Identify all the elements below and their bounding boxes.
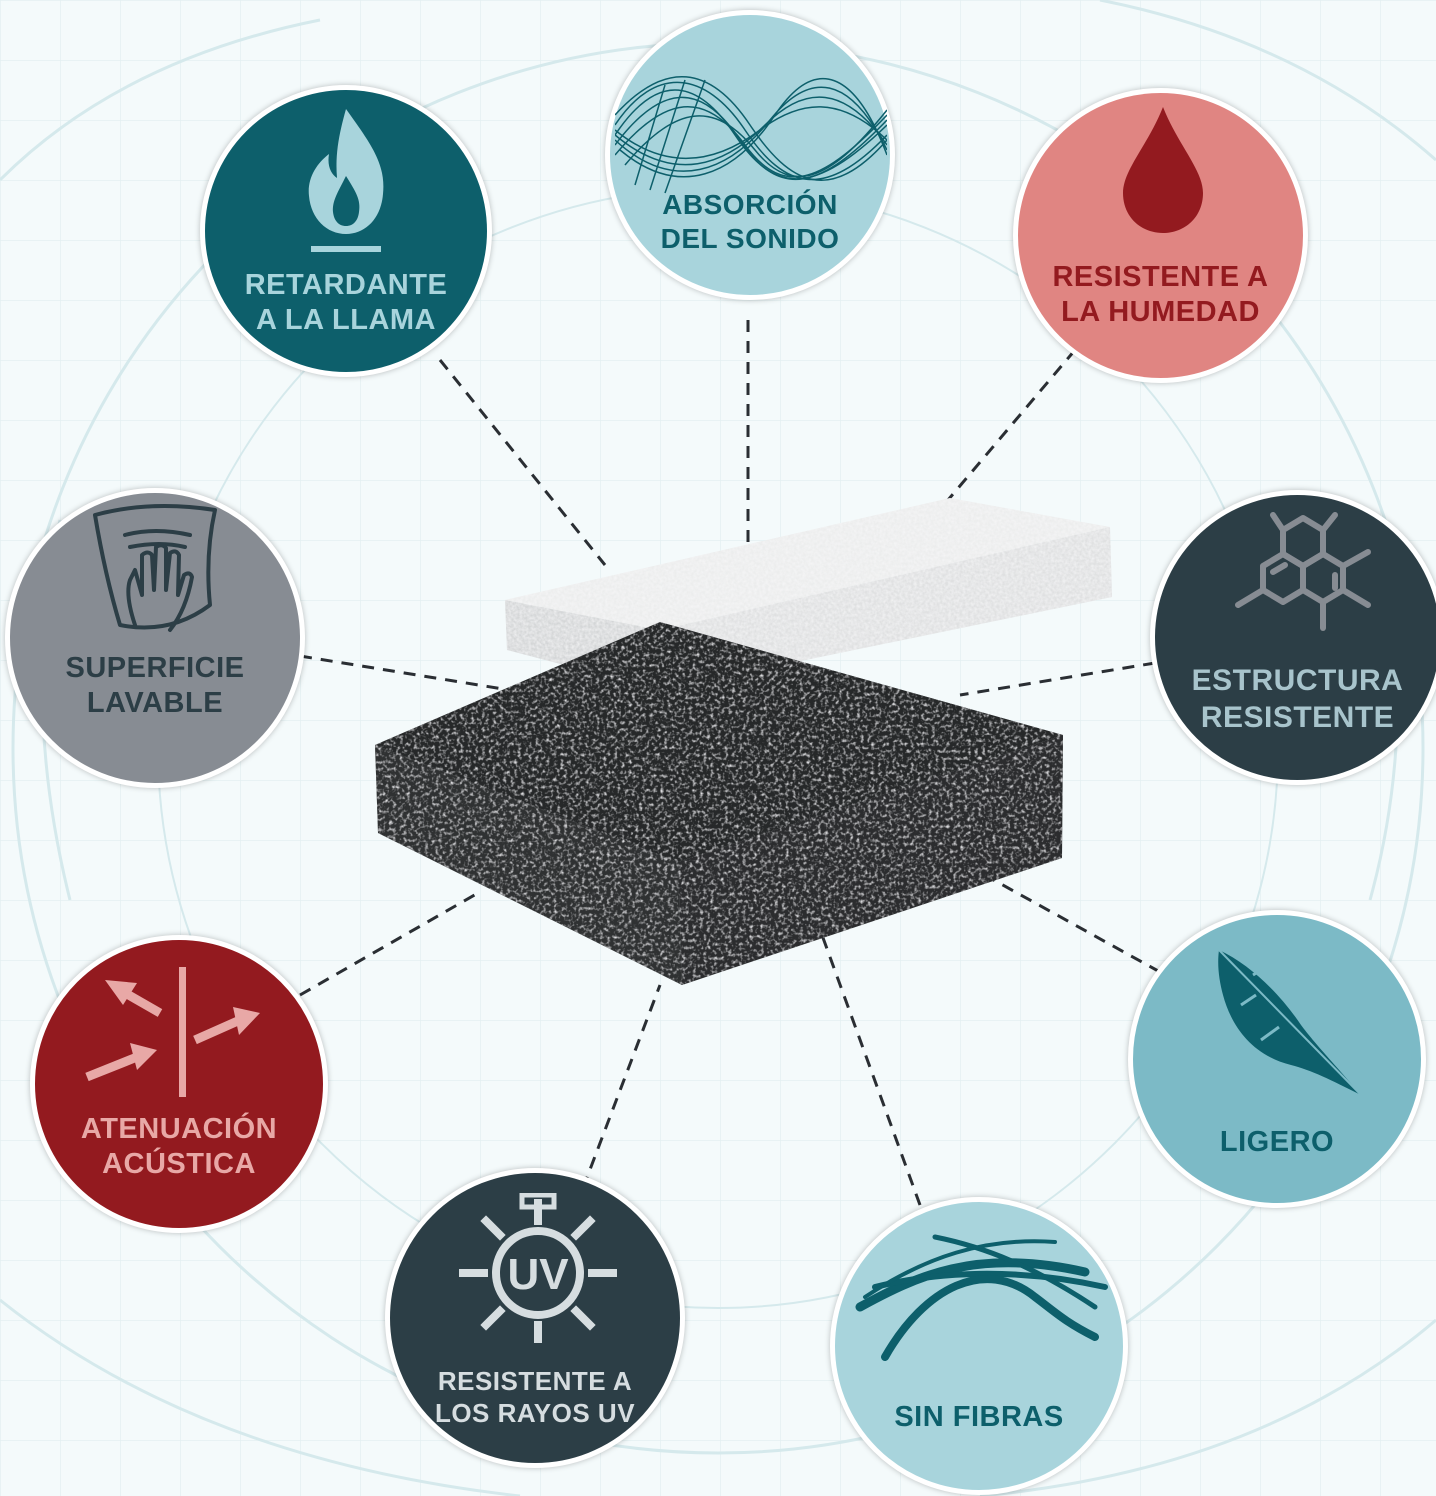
connector-humedad <box>946 349 1077 501</box>
connector-ligero <box>971 866 1161 974</box>
feature-resistente-a-la-humedad: RESISTENTE A LA HUMEDAD <box>1013 88 1308 383</box>
connector-uv <box>581 984 662 1189</box>
feature-label: ESTRUCTURA RESISTENTE <box>1191 664 1404 734</box>
connector-fibras <box>820 934 922 1206</box>
uv-glyph: UV <box>507 1250 569 1299</box>
feature-atenuacion-acustica: ATENUACIÓN ACÚSTICA <box>30 935 328 1233</box>
feature-absorcion-del-sonido: ABSORCIÓN DEL SONIDO <box>605 10 895 300</box>
feature-label: RESISTENTE A LA HUMEDAD <box>1052 261 1269 329</box>
feature-estructura-resistente: ESTRUCTURA RESISTENTE <box>1150 490 1436 785</box>
arrows-wall-icon <box>85 967 260 1097</box>
black-foam-slab <box>375 622 1063 985</box>
water-drop-icon <box>1123 107 1203 233</box>
hand-wipe-icon <box>93 504 217 632</box>
connector-estructura <box>959 661 1156 697</box>
feature-sin-fibras: SIN FIBRAS <box>830 1197 1128 1495</box>
feature-ligero: LIGERO <box>1128 910 1426 1208</box>
molecule-icon <box>1235 512 1371 631</box>
feature-label: LIGERO <box>1219 1126 1335 1158</box>
feature-label: ATENUACIÓN ACÚSTICA <box>80 1113 278 1181</box>
feather-icon <box>1218 949 1362 1096</box>
feature-label: RETARDANTE A LA LLAMA <box>244 269 448 337</box>
feature-retardante-a-la-llama: RETARDANTE A LA LLAMA <box>200 85 492 377</box>
flame-icon <box>308 109 384 252</box>
connector-retardante <box>438 359 607 566</box>
sound-wave-icon <box>615 76 887 194</box>
feature-label: ABSORCIÓN DEL SONIDO <box>660 189 840 255</box>
feature-superficie-lavable: SUPERFICIE LAVABLE <box>5 488 305 788</box>
feature-resistente-a-los-rayos-uv: UV RESISTENTE A LOS RAYOS UV <box>385 1168 685 1468</box>
connector-atenuacion <box>299 891 479 997</box>
feature-label: SIN FIBRAS <box>894 1401 1064 1433</box>
feature-label: SUPERFICIE LAVABLE <box>65 652 245 720</box>
fibers-icon <box>855 1234 1108 1361</box>
feature-label: RESISTENTE A LOS RAYOS UV <box>434 1366 636 1428</box>
uv-sun-icon: UV <box>459 1193 617 1343</box>
